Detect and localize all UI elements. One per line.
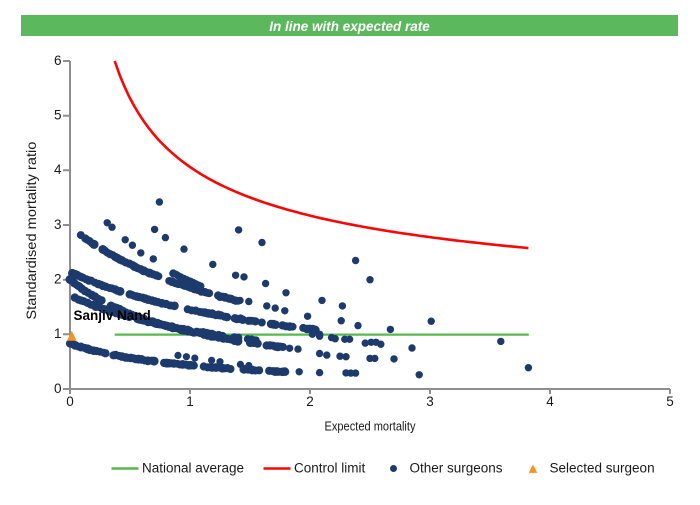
svg-text:1: 1 [186, 394, 194, 409]
svg-text:5: 5 [666, 394, 674, 409]
svg-text:Selected surgeon: Selected surgeon [550, 461, 655, 476]
svg-text:0: 0 [54, 381, 62, 396]
svg-text:5: 5 [54, 108, 62, 123]
svg-text:National average: National average [142, 461, 244, 476]
svg-text:Standardised mortality ratio: Standardised mortality ratio [23, 141, 39, 319]
svg-text:In line with expected rate: In line with expected rate [269, 19, 430, 34]
svg-text:Other surgeons: Other surgeons [410, 461, 503, 476]
svg-text:3: 3 [54, 217, 62, 232]
svg-text:4: 4 [54, 162, 62, 177]
svg-text:2: 2 [306, 394, 314, 409]
svg-text:0: 0 [66, 394, 74, 409]
svg-text:6: 6 [54, 53, 62, 68]
svg-text:Expected mortality: Expected mortality [325, 420, 417, 434]
svg-text:3: 3 [426, 394, 434, 409]
svg-text:1: 1 [54, 326, 62, 341]
svg-text:4: 4 [546, 394, 554, 409]
svg-text:Control limit: Control limit [294, 461, 366, 476]
svg-text:2: 2 [54, 272, 62, 287]
svg-text:Sanjiv Nand: Sanjiv Nand [74, 308, 151, 323]
